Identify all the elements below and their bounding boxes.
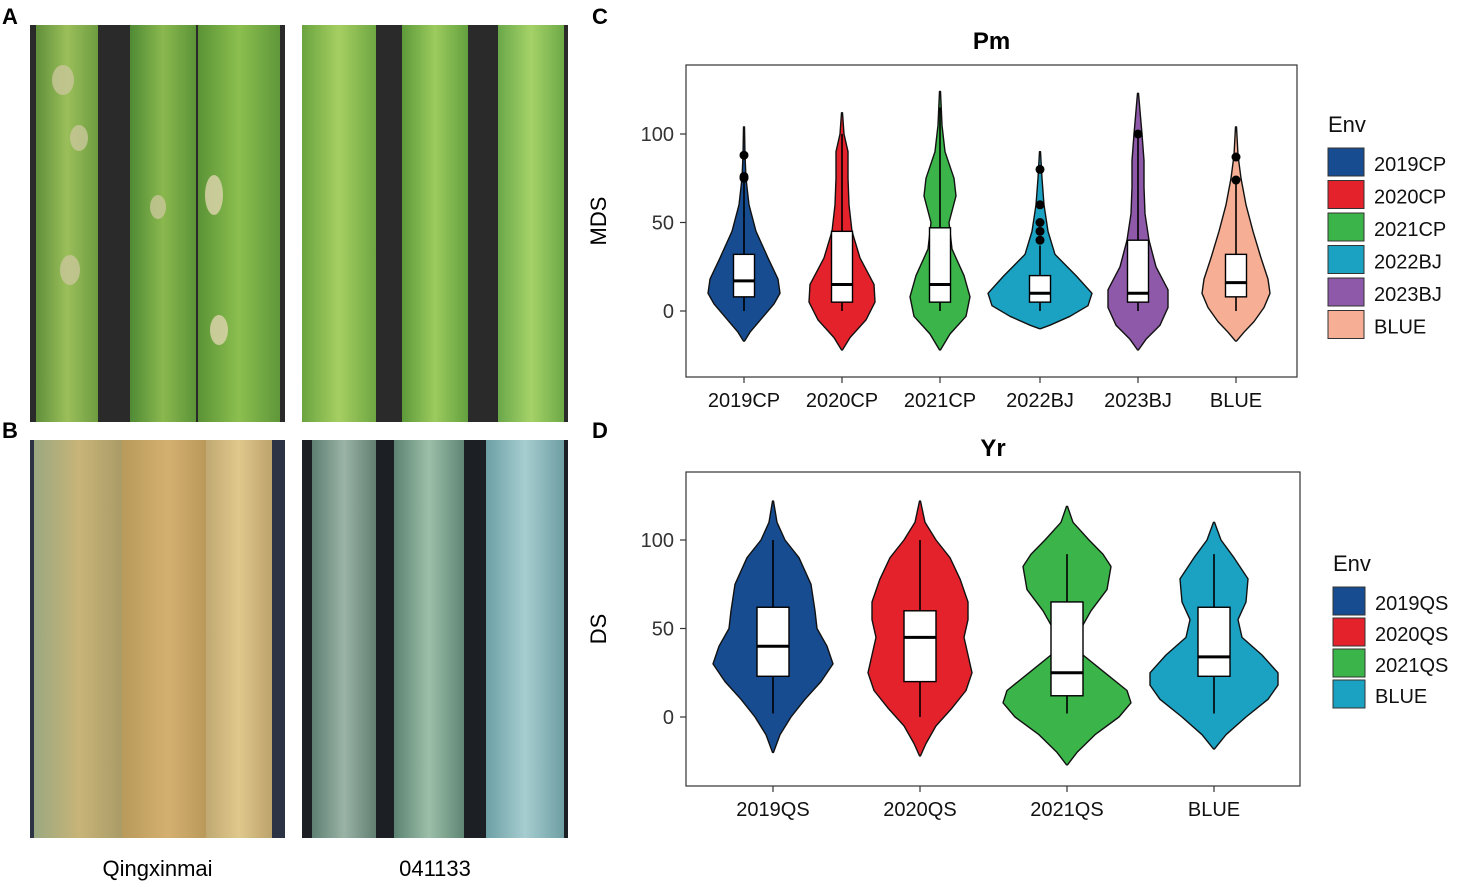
lesion: [150, 195, 166, 219]
chart-d-xtick-label-BLUE: BLUE: [1188, 799, 1240, 821]
chart-c-xtick-label-2019CP: 2019CP: [708, 390, 780, 412]
chart-c-outlier-2022BJ-2: [1035, 218, 1045, 227]
chart-c-ytick-label-50: 50: [652, 213, 674, 235]
chart-c-legend-swatch-2021CP: [1327, 212, 1365, 242]
photo-b-qingxinmai: [30, 440, 285, 838]
chart-c-outlier-2019CP-1: [739, 171, 749, 181]
chart-d-title: Yr: [980, 435, 1005, 462]
chart-d-xtick-label-2019QS: 2019QS: [736, 799, 809, 821]
chart-d-box-2020QS: [903, 610, 937, 683]
chart-c-title: Pm: [973, 28, 1010, 55]
chart-c-outlier-2019CP-2: [739, 150, 749, 160]
leaf: [130, 25, 196, 422]
lesion: [70, 125, 88, 151]
chart-d-box-BLUE: [1197, 606, 1231, 677]
chart-c-outlier-2023BJ-0: [1133, 129, 1143, 139]
lesion: [205, 175, 223, 215]
chart-d-ytick-label-100: 100: [641, 530, 674, 552]
chart-c-ytick-label-0: 0: [663, 301, 674, 323]
caption-041133: 041133: [399, 856, 471, 881]
chart-c-legend-label-2023BJ: 2023BJ: [1374, 284, 1442, 306]
lesion: [210, 315, 228, 345]
chart-d-ylabel: DS: [586, 614, 611, 645]
chart-d-legend-title: Env: [1333, 551, 1371, 576]
chart-c-legend-swatch-2023BJ: [1327, 277, 1365, 307]
chart-c-xtick-label-2021CP: 2021CP: [904, 390, 976, 412]
chart-c-xtick-label-2023BJ: 2023BJ: [1104, 390, 1172, 412]
chart-c-legend-label-BLUE: BLUE: [1374, 317, 1426, 339]
lesion: [60, 255, 80, 285]
chart-c-box-2022BJ: [1028, 274, 1052, 303]
chart-c-ytick-label-100: 100: [641, 124, 674, 146]
caption-qingxinmai: Qingxinmai: [102, 856, 213, 881]
leaf: [486, 440, 564, 838]
chart-c-legend-swatch-2019CP: [1327, 147, 1365, 177]
chart-c-legend-title: Env: [1328, 112, 1366, 137]
chart-c-legend-swatch-2022BJ: [1327, 245, 1365, 274]
chart-d-legend-swatch-BLUE: [1332, 679, 1366, 709]
lesion: [52, 65, 74, 95]
chart-c-legend-swatch-BLUE: [1327, 310, 1365, 339]
chart-c-xtick-label-BLUE: BLUE: [1210, 390, 1262, 412]
chart-c-outlier-BLUE-1: [1231, 152, 1241, 162]
photo-a-qingxinmai: [30, 25, 285, 422]
photo-a-041133: [302, 25, 568, 422]
chart-d-legend-swatch-2019QS: [1332, 586, 1366, 616]
chart-c-outlier-2022BJ-4: [1035, 164, 1045, 174]
chart-c-legend-label-2020CP: 2020CP: [1374, 187, 1446, 209]
panel-label-b: B: [2, 418, 18, 443]
chart-d-xtick-label-2021QS: 2021QS: [1030, 799, 1103, 821]
chart-d-legend-swatch-2021QS: [1332, 648, 1366, 678]
chart-c-legend-label-2021CP: 2021CP: [1374, 219, 1446, 241]
photo-b-041133: [302, 440, 568, 838]
chart-d-legend-label-2021QS: 2021QS: [1375, 655, 1448, 677]
chart-d-legend-label-BLUE: BLUE: [1375, 686, 1427, 708]
chart-d-legend-label-2019QS: 2019QS: [1375, 593, 1448, 615]
leaf: [498, 25, 564, 422]
chart-c-xtick-label-2022BJ: 2022BJ: [1006, 390, 1074, 412]
chart-d-ytick-label-0: 0: [663, 707, 674, 729]
leaf: [206, 440, 272, 838]
chart-c-xtick-label-2020CP: 2020CP: [806, 390, 878, 412]
leaf: [34, 440, 124, 838]
chart-c-outlier-BLUE-0: [1231, 175, 1241, 185]
chart-c-legend-label-2022BJ: 2022BJ: [1374, 252, 1442, 274]
chart-c-box-BLUE: [1224, 253, 1248, 298]
leaf: [302, 25, 376, 422]
chart-c-plot-frame: [685, 64, 1298, 378]
chart-c-outlier-2022BJ-3: [1035, 200, 1045, 210]
chart-d-box-2019QS: [756, 606, 790, 677]
leaf: [394, 440, 464, 838]
chart-c-ylabel: MDS: [586, 197, 611, 246]
chart-c-box-2019CP: [732, 253, 756, 298]
chart-c-legend-label-2019CP: 2019CP: [1374, 154, 1446, 176]
chart-c-outlier-2022BJ-1: [1035, 226, 1045, 236]
chart-c-box-2021CP: [928, 227, 952, 303]
chart-c-outlier-2022BJ-0: [1035, 235, 1045, 245]
leaf: [312, 440, 376, 838]
chart-d-box-2021QS: [1050, 601, 1084, 697]
panel-label-d: D: [592, 418, 608, 443]
chart-c-box-2023BJ: [1126, 239, 1150, 303]
chart-c-legend-swatch-2020CP: [1327, 180, 1365, 209]
chart-c-box-2020CP: [830, 230, 854, 303]
chart-d-legend-label-2020QS: 2020QS: [1375, 624, 1448, 646]
leaf: [122, 440, 214, 838]
leaf: [198, 25, 280, 422]
chart-d-ytick-label-50: 50: [652, 619, 674, 641]
leaf: [402, 25, 468, 422]
panel-label-c: C: [592, 4, 608, 29]
chart-d-xtick-label-2020QS: 2020QS: [883, 799, 956, 821]
chart-d-legend-swatch-2020QS: [1332, 617, 1366, 647]
panel-label-a: A: [2, 4, 18, 29]
